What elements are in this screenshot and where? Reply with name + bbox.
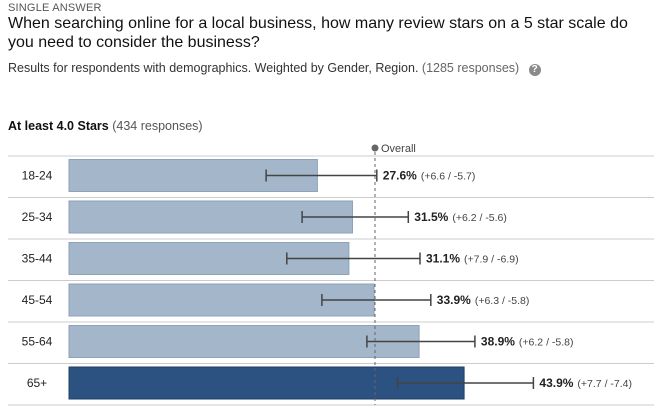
category-label: 35-44 [22,252,53,266]
value-label: 31.5% (+6.2 / -5.6) [414,210,507,224]
value-label: 33.9% (+6.3 / -5.8) [437,293,530,307]
overall-label: Overall [381,143,416,155]
help-icon[interactable]: ? [528,64,541,76]
value-label: 27.6% (+6.6 / -5.7) [383,169,476,183]
total-responses: (1285 responses) [421,61,520,75]
category-label: 18-24 [22,169,53,183]
question-title: When searching online for a local busine… [8,15,628,51]
category-label: 65+ [27,376,47,390]
bar [68,325,420,358]
group-responses: (434 responses) [112,119,203,133]
subtitle-text: Results for respondents with demographic… [8,61,419,75]
group-title: At least 4.0 Stars (434 responses) [8,119,203,133]
value-label: 38.9% (+6.2 / -5.8) [481,335,574,349]
overall-marker [371,144,379,152]
category-label: 25-34 [22,210,53,224]
value-label: 31.1% (+7.9 / -6.9) [426,252,519,266]
subtitle: Results for respondents with demographic… [8,61,541,76]
group-title-text: At least 4.0 Stars [8,119,109,133]
category-label: 45-54 [22,293,53,307]
question-type-label: SINGLE ANSWER [8,2,102,14]
category-label: 55-64 [22,335,53,349]
value-label: 43.9% (+7.7 / -7.4) [539,376,632,390]
